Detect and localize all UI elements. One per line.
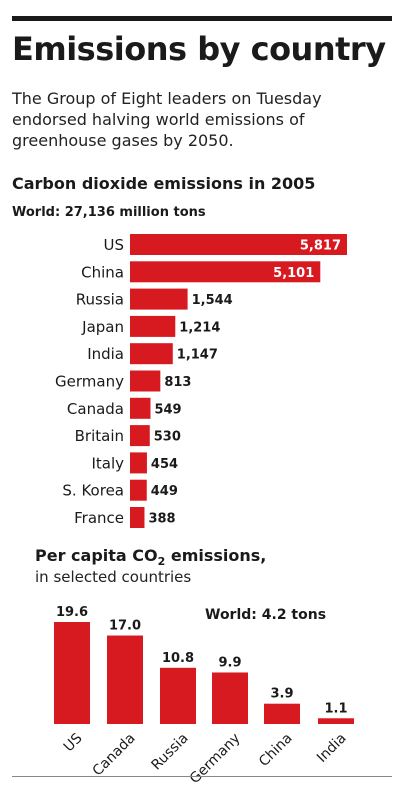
hbar-label-5: Germany: [55, 373, 124, 391]
hbar-value-3: 1,214: [179, 320, 220, 335]
vbar-value-2: 10.8: [162, 651, 194, 666]
vbar-0: [54, 622, 90, 724]
vbar-value-0: 19.6: [56, 605, 88, 620]
hbar-value-2: 1,544: [192, 293, 233, 308]
hbar-label-1: China: [81, 263, 124, 281]
vbar-value-5: 1.1: [324, 701, 347, 716]
chart2-world-annotation: World: 4.2 tons: [205, 607, 327, 623]
vbar-label-4: China: [256, 730, 296, 770]
hbar-value-10: 388: [148, 512, 175, 527]
hbar-value-9: 449: [151, 484, 178, 499]
vbar-1: [107, 635, 143, 724]
hbar-value-5: 813: [164, 375, 191, 390]
hbar-label-4: India: [87, 345, 124, 363]
hbar-9: [130, 479, 147, 501]
hbar-2: [130, 288, 188, 310]
top-rule: [12, 16, 392, 21]
hbar-label-0: US: [103, 236, 124, 254]
hbar-label-6: Canada: [67, 400, 124, 418]
page-title: Emissions by country: [12, 30, 386, 68]
chart1-title: Carbon dioxide emissions in 2005: [12, 174, 316, 193]
lede-text: The Group of Eight leaders on Tuesday en…: [12, 89, 322, 150]
chart2-subtitle: in selected countries: [35, 568, 192, 586]
hbar-10: [130, 507, 145, 528]
vbar-3: [212, 672, 248, 724]
vbar-4: [264, 703, 300, 724]
hbar-label-7: Britain: [75, 427, 124, 445]
bottom-rule: [12, 776, 392, 777]
hbar-0: [130, 234, 347, 255]
vbar-value-1: 17.0: [109, 619, 141, 634]
hbar-value-1: 5,101: [273, 266, 314, 281]
vbar-value-3: 9.9: [218, 655, 241, 670]
hbar-4: [130, 343, 173, 365]
hbar-label-9: S. Korea: [62, 482, 124, 500]
hbar-value-0: 5,817: [300, 239, 341, 254]
vbar-label-0: US: [61, 730, 86, 755]
hbar-7: [130, 425, 150, 447]
chart2-title: Per capita CO2 emissions,: [35, 546, 266, 568]
vbar-label-1: Canada: [90, 730, 139, 779]
hbar-3: [130, 315, 176, 337]
hbar-label-10: France: [74, 509, 124, 527]
hbar-label-3: Japan: [81, 318, 124, 336]
vbar-5: [318, 718, 354, 724]
vbar-label-3: Germany: [187, 730, 244, 787]
chart1-world-total: World: 27,136 million tons: [12, 205, 206, 220]
hbar-8: [130, 452, 147, 474]
hbar-1: [130, 261, 321, 283]
vbar-2: [160, 667, 196, 724]
chart2-title-main: Per capita CO: [35, 546, 158, 565]
vbar-value-4: 3.9: [270, 687, 293, 702]
hbar-value-6: 549: [154, 402, 181, 417]
hbar-value-7: 530: [154, 430, 181, 445]
hbar-label-2: Russia: [76, 291, 124, 309]
chart2-title-tail: emissions,: [165, 546, 267, 565]
hbar-value-8: 454: [151, 457, 178, 472]
vbar-label-5: India: [314, 730, 350, 766]
hbar-value-4: 1,147: [177, 348, 218, 363]
vbar-label-2: Russia: [148, 730, 191, 773]
hbar-5: [130, 370, 161, 392]
chart2-title-subscript: 2: [157, 555, 166, 569]
hbar-6: [130, 397, 151, 419]
hbar-label-8: Italy: [91, 454, 124, 472]
